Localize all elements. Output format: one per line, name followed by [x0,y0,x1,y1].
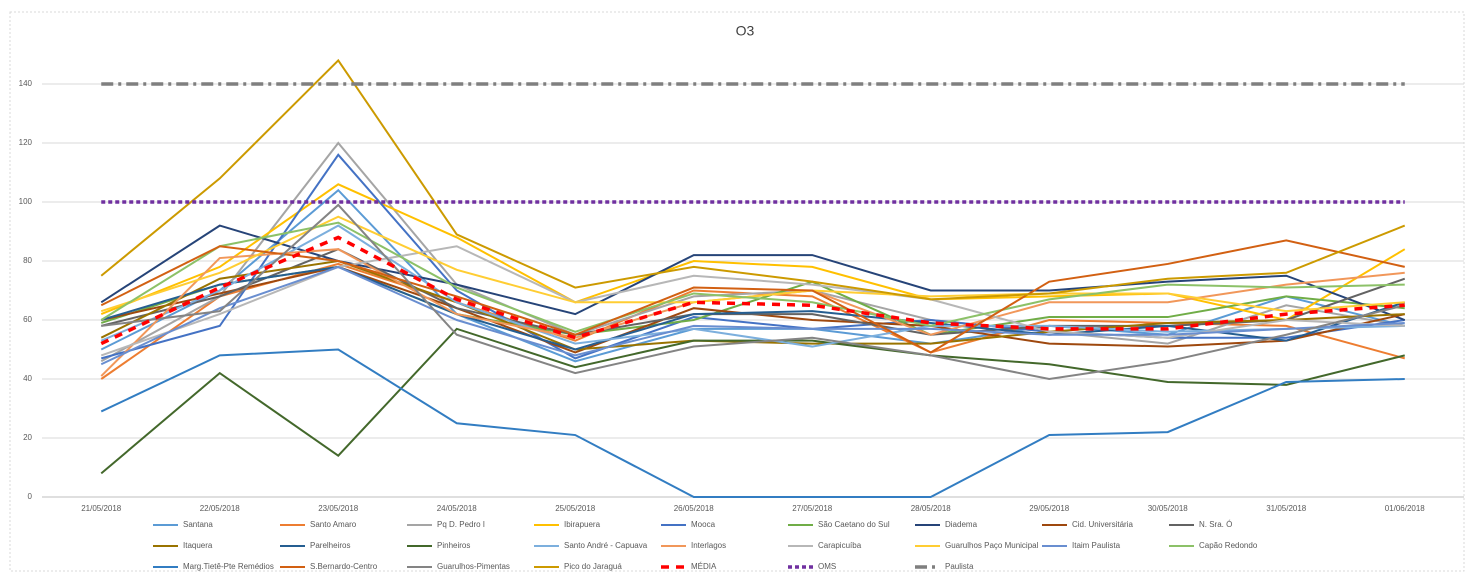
series-line [101,203,1405,381]
x-tick-label: 27/05/2018 [792,504,833,513]
x-tick-label: 22/05/2018 [200,504,241,513]
legend-label: Itaim Paulista [1072,541,1121,550]
legend-label: Parelheiros [310,541,350,550]
series-line [100,58,1406,301]
x-tick-label: 29/05/2018 [1029,504,1070,513]
series-line [100,221,1405,333]
series-line [100,327,1405,475]
series-line [100,265,1406,351]
legend-label: S.Bernardo-Centro [310,562,378,571]
legend-label: N. Sra. Ó [1199,520,1232,529]
y-tick-label: 20 [23,433,32,442]
x-tick-label: 01/06/2018 [1385,504,1426,513]
series-line [100,224,1405,348]
x-tick-label: 24/05/2018 [437,504,478,513]
x-tick-label: 30/05/2018 [1148,504,1189,513]
x-tick-label: 25/05/2018 [555,504,596,513]
x-tick-label: 28/05/2018 [911,504,952,513]
legend-label: Cid. Universitária [1072,520,1133,529]
y-tick-label: 120 [19,138,33,147]
y-tick-label: 60 [23,315,32,324]
legend-label: São Caetano do Sul [818,520,890,529]
legend-label: Guarulhos-Pimentas [437,562,510,571]
legend-label: Marg.Tietê-Pte Remédios [183,562,274,571]
legend-label: Diadema [945,520,978,529]
series-line [101,248,1406,336]
legend-label: Carapicuíba [818,541,862,550]
legend-label: Pinheiros [437,541,470,550]
x-tick-label: 31/05/2018 [1266,504,1307,513]
legend-label: Interlagos [691,541,726,550]
series-line [100,183,1406,322]
series-line [100,153,1405,360]
series-line [100,265,1405,366]
legend-label: Santo André - Capuava [564,541,648,550]
y-tick-label: 100 [19,197,33,206]
legend-label: Pico do Jaraguá [564,562,622,571]
y-tick-label: 40 [23,374,32,383]
series-line [100,239,1405,354]
y-tick-label: 0 [28,492,33,501]
legend-label: Ibirapuera [564,520,601,529]
y-tick-label: 80 [23,256,32,265]
y-tick-label: 140 [19,79,33,88]
x-tick-label: 23/05/2018 [318,504,359,513]
x-tick-label: 21/05/2018 [81,504,122,513]
legend-label: Pq D. Pedro I [437,520,485,529]
legend-label: Mooca [691,520,716,529]
legend-label: Guarulhos Paço Municipal [945,541,1039,550]
legend-label: OMS [818,562,836,571]
legend-label: Santo Amaro [310,520,357,529]
chart-border [9,11,1465,572]
legend-label: Capão Redondo [1199,541,1258,550]
legend-label: Paulista [945,562,974,571]
series-line [100,224,1406,321]
x-tick-label: 26/05/2018 [674,504,715,513]
chart-title: O3 [736,23,755,39]
legend-label: MÉDIA [691,562,717,571]
legend-label: Itaquera [183,541,213,550]
legend-label: Santana [183,520,213,529]
series-line [100,348,1405,498]
